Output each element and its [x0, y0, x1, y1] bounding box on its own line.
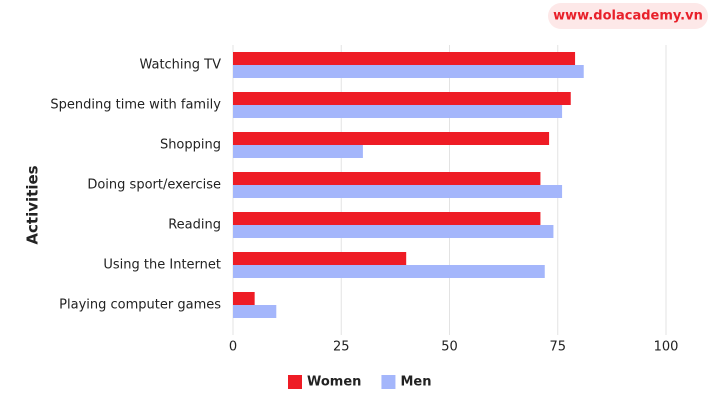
bar [233, 252, 407, 265]
y-tick-label: Playing computer games [59, 298, 221, 313]
x-tick-label: 75 [549, 340, 566, 355]
bar [233, 212, 541, 225]
bar [233, 185, 563, 198]
legend-swatch [381, 375, 396, 389]
x-tick-label: 0 [229, 340, 237, 355]
bar [233, 92, 571, 105]
bar [233, 52, 576, 65]
bar [233, 292, 255, 305]
bar [233, 305, 277, 318]
y-tick-label: Spending time with family [50, 98, 221, 113]
bar [233, 265, 545, 278]
y-tick-label: Doing sport/exercise [87, 178, 221, 193]
legend-label: Women [307, 375, 361, 390]
bar [233, 145, 363, 158]
bar [233, 132, 550, 145]
legend-label: Men [400, 375, 431, 390]
x-tick-label: 100 [654, 340, 679, 355]
watermark: www.dolacademy.vn [553, 9, 703, 24]
bar [233, 225, 554, 238]
watermark-pill [548, 3, 708, 29]
bar [233, 172, 541, 185]
bar [233, 65, 584, 78]
y-tick-label: Reading [168, 218, 221, 233]
legend-swatch [288, 375, 302, 389]
bar [233, 105, 563, 118]
x-tick-label: 25 [333, 340, 350, 355]
x-tick-label: 50 [441, 340, 458, 355]
y-tick-label: Shopping [160, 138, 221, 153]
y-tick-label: Watching TV [139, 58, 221, 73]
y-axis-label: Activities [24, 165, 42, 244]
y-tick-label: Using the Internet [103, 258, 221, 273]
